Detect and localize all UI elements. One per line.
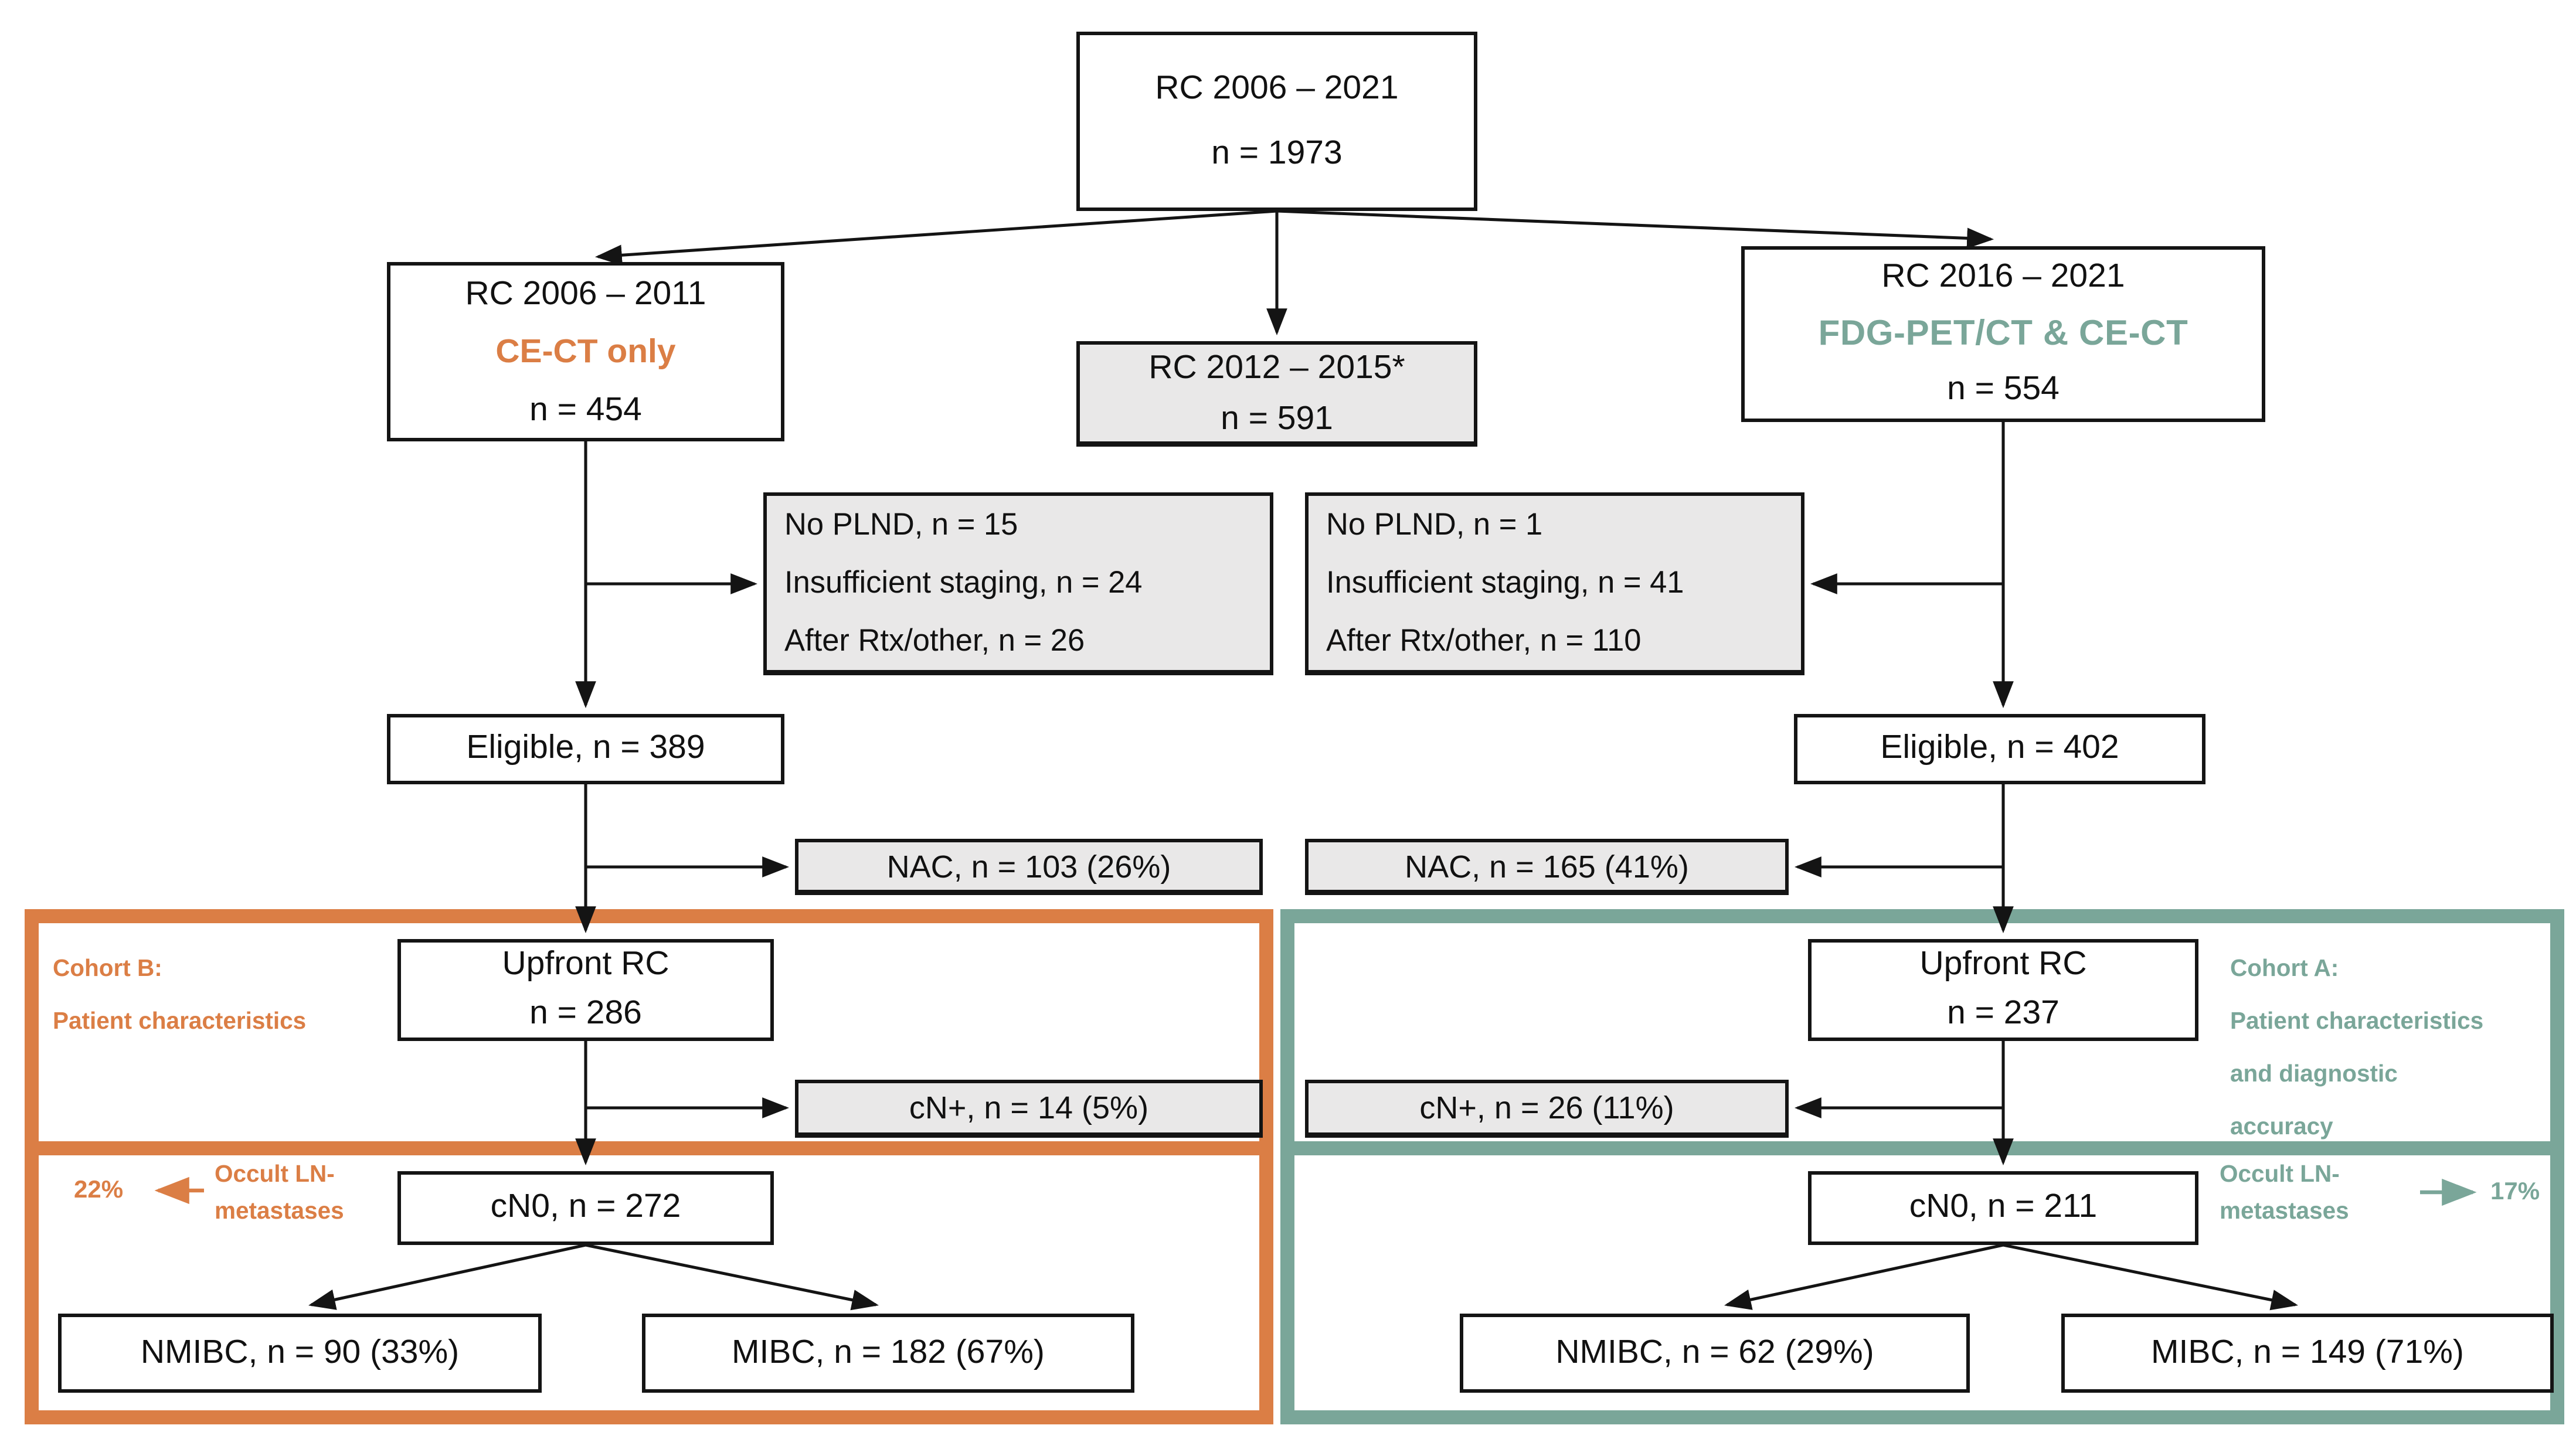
cohort-b-divider [25,1141,1273,1155]
node-label: MIBC, n = 149 (71%) [2151,1334,2464,1371]
occult-ln-right-label: Occult LN- metastases [2220,1155,2413,1229]
node-line: n = 1973 [1211,135,1343,172]
node-mibc-cect: MIBC, n = 182 (67%) [642,1314,1134,1393]
cohort-a-line: and diagnostic [2230,1060,2398,1087]
node-label: cN0, n = 211 [1909,1189,2098,1226]
cohort-b-line: Patient characteristics [53,1008,307,1034]
node-line: Upfront RC [502,946,670,983]
node-label: Eligible, n = 389 [466,730,705,767]
cohort-b-line: Cohort B: [53,955,162,981]
node-line: n = 237 [1947,995,2060,1032]
node-eligible-cect: Eligible, n = 389 [387,714,784,784]
occult-ln-left-percent: 22% [74,1175,124,1203]
node-label: NAC, n = 165 (41%) [1405,848,1689,884]
node-line: n = 286 [529,995,642,1032]
arrow-root-to-petct [1276,209,1994,249]
occult-ln-line: Occult LN- [2220,1161,2340,1187]
occult-ln-line: metastases [215,1198,344,1224]
node-highlight-fdg-petct: FDG-PET/CT & CE-CT [1818,315,2188,353]
occult-ln-right-percent: 17% [2490,1176,2540,1205]
node-nmibc-petct: NMIBC, n = 62 (29%) [1460,1314,1970,1393]
cohort-a-label: Cohort A: Patient characteristics and di… [2230,943,2557,1154]
node-exclusions-cect: No PLND, n = 15 Insufficient staging, n … [763,492,1273,675]
node-mibc-petct: MIBC, n = 149 (71%) [2061,1314,2554,1393]
exclusion-line: Insufficient staging, n = 41 [1326,564,1684,600]
node-nac-petct: NAC, n = 165 (41%) [1305,839,1789,895]
cohort-a-line: Patient characteristics [2230,1008,2484,1034]
cohort-a-outline [1280,909,2564,1424]
exclusion-line: Insufficient staging, n = 24 [784,564,1143,600]
cohort-a-divider [1280,1141,2564,1155]
node-line: RC 2006 – 2011 [465,275,706,312]
node-line: RC 2016 – 2021 [1881,258,2125,295]
node-label: MIBC, n = 182 (67%) [732,1334,1045,1371]
node-line: Upfront RC [1919,946,2087,983]
node-line: n = 591 [1221,400,1333,437]
node-upfront-rc-cect: Upfront RC n = 286 [397,939,774,1041]
node-label: NAC, n = 103 (26%) [886,848,1171,884]
node-eligible-petct: Eligible, n = 402 [1794,714,2205,784]
node-cn0-petct: cN0, n = 211 [1808,1171,2198,1245]
node-line: RC 2012 – 2015* [1148,349,1405,386]
node-rc-2006-2021: RC 2006 – 2021 n = 1973 [1076,32,1477,211]
exclusion-line: After Rtx/other, n = 110 [1326,623,1642,658]
cohort-a-line: accuracy [2230,1113,2333,1140]
node-exclusions-petct: No PLND, n = 1 Insufficient staging, n =… [1305,492,1804,675]
node-line: RC 2006 – 2021 [1155,70,1399,107]
exclusion-line: After Rtx/other, n = 26 [784,623,1085,658]
node-cn-plus-petct: cN+, n = 26 (11%) [1305,1080,1789,1138]
node-rc-2006-2011-cect: RC 2006 – 2011 CE-CT only n = 454 [387,262,784,441]
occult-ln-line: Occult LN- [215,1161,335,1187]
node-label: cN+, n = 26 (11%) [1419,1090,1674,1125]
node-label: NMIBC, n = 62 (29%) [1555,1334,1874,1371]
node-line: n = 554 [1947,371,2060,408]
node-cn-plus-cect: cN+, n = 14 (5%) [795,1080,1263,1138]
node-upfront-rc-petct: Upfront RC n = 237 [1808,939,2198,1041]
exclusion-line: No PLND, n = 1 [1326,506,1543,542]
node-label: NMIBC, n = 90 (33%) [140,1334,460,1371]
occult-ln-line: metastases [2220,1198,2349,1224]
cohort-b-label: Cohort B: Patient characteristics [53,943,387,1048]
node-nac-cect: NAC, n = 103 (26%) [795,839,1263,895]
exclusion-line: No PLND, n = 15 [784,506,1018,542]
node-label: cN+, n = 14 (5%) [909,1090,1149,1125]
cohort-a-line: Cohort A: [2230,955,2339,981]
node-label: Eligible, n = 402 [1880,730,2119,767]
node-label: cN0, n = 272 [490,1189,681,1226]
node-cn0-cect: cN0, n = 272 [397,1171,774,1245]
node-highlight-cect-only: CE-CT only [495,333,676,370]
node-rc-2016-2021-petct: RC 2016 – 2021 FDG-PET/CT & CE-CT n = 55… [1741,246,2265,422]
cohort-b-outline [25,909,1273,1424]
node-line: n = 454 [529,391,642,428]
occult-ln-left-label: Occult LN- metastases [215,1155,408,1229]
node-rc-2012-2015: RC 2012 – 2015* n = 591 [1076,341,1477,447]
node-nmibc-cect: NMIBC, n = 90 (33%) [58,1314,542,1393]
arrow-root-to-cect [594,209,1277,266]
